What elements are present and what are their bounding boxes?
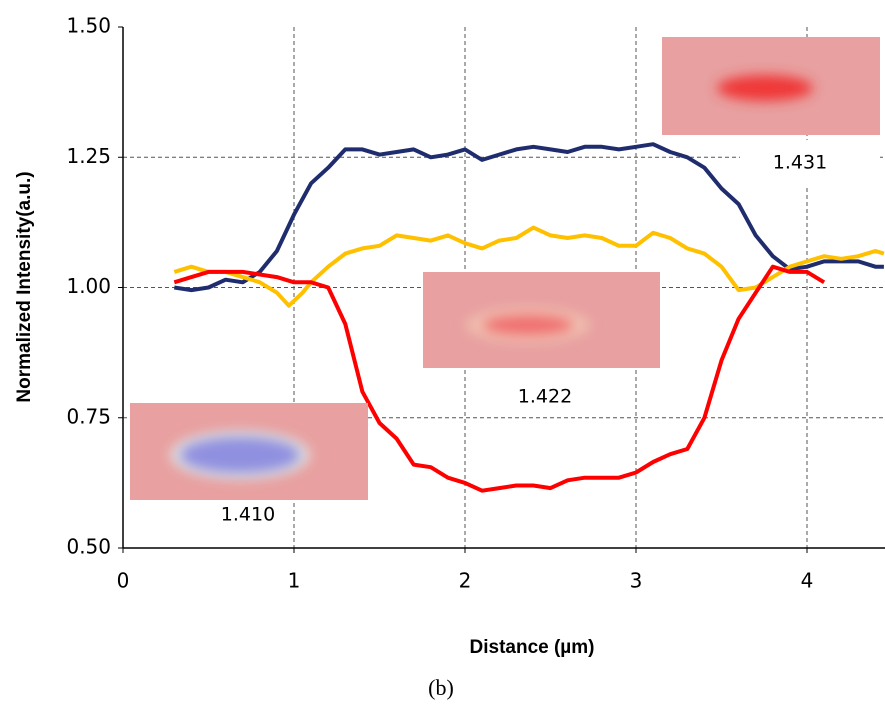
inset-label: 1.422 [518,386,572,408]
y-axis-label: Normalized Intensity(a.u.) [14,171,35,402]
y-tick-label: 1.25 [66,144,111,168]
inset-blob [483,315,573,335]
x-tick-label: 4 [801,569,814,593]
inset-blob [717,75,813,101]
y-tick-label: 0.75 [66,404,111,428]
inset-label: 1.410 [221,504,275,526]
x-tick-label: 3 [630,569,643,593]
caption: (b) [428,675,454,700]
y-tick-label: 1.50 [66,14,111,38]
y-tick-label: 0.50 [66,535,111,559]
y-tick-label: 1.00 [66,274,111,298]
x-tick-label: 2 [459,569,472,593]
x-tick-label: 0 [117,569,130,593]
inset-blob [180,437,300,473]
x-tick-label: 1 [288,569,301,593]
x-axis-label: Distance (µm) [470,637,595,658]
inset-label: 1.431 [773,152,827,174]
chart: 1.410 1.422 1.431 Distance (µm) Normaliz… [0,0,885,713]
page: {"chart_data": {"type": "line", "x_label… [0,0,885,713]
